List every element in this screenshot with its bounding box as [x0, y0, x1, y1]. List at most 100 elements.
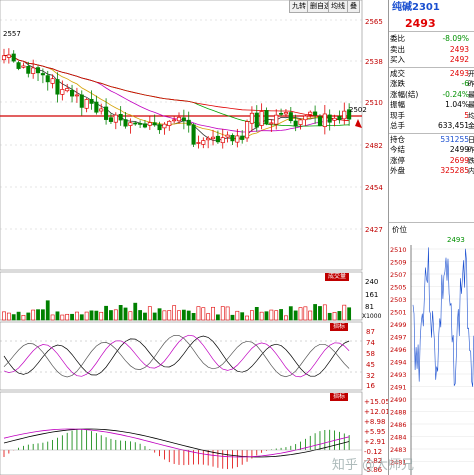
candle-body[interactable]	[230, 134, 235, 142]
volume-bar[interactable]	[235, 310, 240, 321]
candle-body[interactable]	[152, 122, 157, 126]
volume-bar[interactable]	[118, 305, 123, 321]
volume-bar[interactable]	[211, 306, 215, 321]
candle-body[interactable]	[317, 116, 323, 126]
candle-body[interactable]	[167, 120, 172, 126]
volume-bar[interactable]	[269, 309, 274, 321]
volume-bar[interactable]	[162, 310, 167, 321]
candle-body[interactable]	[172, 119, 177, 122]
candle-body[interactable]	[235, 135, 240, 143]
candle-body[interactable]	[249, 112, 254, 124]
volume-bar[interactable]	[196, 306, 201, 321]
volume-bar[interactable]	[40, 309, 45, 321]
volume-bar[interactable]	[245, 315, 249, 321]
candle-body[interactable]	[283, 112, 288, 115]
chart-area[interactable]: 九转 删自选 均线 叠 2557 2502 2565 2538 2510 248…	[0, 0, 390, 475]
volume-bar[interactable]	[143, 312, 147, 321]
candle-body[interactable]	[138, 123, 143, 125]
candle-body[interactable]	[89, 98, 94, 104]
candle-body[interactable]	[84, 99, 89, 109]
volume-bar[interactable]	[167, 310, 172, 321]
mini-tick-chart[interactable]: 2510 2509 2507 2505 2503 2501 2499 2497 2496 2494…	[389, 245, 474, 475]
candle-body[interactable]	[142, 123, 148, 128]
volume-bar[interactable]	[60, 314, 65, 321]
candle-body[interactable]	[288, 112, 293, 122]
candle-body[interactable]	[16, 62, 21, 69]
candlestick-chart-svg[interactable]	[0, 0, 388, 475]
candle-body[interactable]	[245, 121, 250, 139]
candle-body[interactable]	[308, 111, 313, 115]
candle-body[interactable]	[186, 119, 191, 126]
volume-bar[interactable]	[11, 314, 16, 321]
volume-bar[interactable]	[75, 311, 79, 321]
volume-bars[interactable]	[2, 300, 352, 321]
volume-bar[interactable]	[36, 309, 40, 321]
candle-body[interactable]	[313, 111, 318, 116]
volume-bar[interactable]	[298, 307, 303, 321]
candle-body[interactable]	[215, 135, 220, 143]
volume-bar[interactable]	[104, 305, 108, 321]
candle-body[interactable]	[60, 89, 65, 95]
tab-jiuzhuan[interactable]: 九转	[289, 0, 309, 13]
candle-body[interactable]	[201, 140, 206, 145]
volume-bar[interactable]	[94, 310, 99, 321]
candle-body[interactable]	[162, 123, 167, 129]
volume-panel-tag[interactable]: 成交量	[325, 273, 350, 281]
candle-body[interactable]	[40, 73, 45, 76]
volume-bar[interactable]	[201, 307, 206, 321]
volume-bar[interactable]	[16, 311, 21, 321]
volume-bar[interactable]	[206, 313, 211, 321]
volume-bar[interactable]	[318, 306, 322, 321]
tab-overlay[interactable]: 叠	[347, 0, 360, 13]
candle-body[interactable]	[181, 117, 186, 122]
candle-body[interactable]	[176, 116, 182, 122]
candle-body[interactable]	[279, 112, 284, 115]
volume-bar[interactable]	[293, 310, 298, 321]
volume-bar[interactable]	[259, 311, 264, 321]
volume-bar[interactable]	[308, 310, 313, 321]
volume-bar[interactable]	[138, 310, 143, 321]
volume-bar[interactable]	[50, 314, 55, 321]
candle-body[interactable]	[45, 75, 50, 83]
candle-body[interactable]	[220, 137, 225, 144]
volume-bar[interactable]	[347, 307, 352, 321]
volume-bar[interactable]	[70, 313, 74, 321]
candle-body[interactable]	[206, 137, 211, 141]
candle-body[interactable]	[70, 89, 75, 97]
candle-body[interactable]	[128, 122, 133, 126]
volume-bar[interactable]	[157, 308, 162, 321]
candle-body[interactable]	[293, 120, 298, 127]
volume-bar[interactable]	[230, 314, 235, 321]
tab-remove-watchlist[interactable]: 删自选	[307, 0, 334, 13]
candle-body[interactable]	[254, 112, 259, 128]
candle-body[interactable]	[303, 115, 308, 121]
candlestick-series[interactable]	[1, 48, 352, 149]
volume-bar[interactable]	[337, 311, 342, 321]
volume-bar[interactable]	[274, 310, 279, 321]
volume-bar[interactable]	[6, 312, 11, 321]
candle-body[interactable]	[113, 114, 118, 123]
candle-body[interactable]	[327, 114, 332, 123]
kdj-panel-tag[interactable]: 指标	[330, 323, 349, 331]
volume-bar[interactable]	[65, 313, 70, 321]
macd-panel-tag[interactable]: 指标	[330, 393, 349, 401]
candle-body[interactable]	[21, 65, 26, 68]
volume-bar[interactable]	[99, 311, 104, 321]
volume-bar[interactable]	[327, 312, 332, 321]
candle-body[interactable]	[123, 119, 128, 127]
volume-bar[interactable]	[45, 300, 50, 321]
volume-bar[interactable]	[79, 314, 84, 321]
candle-body[interactable]	[26, 65, 31, 74]
candle-body[interactable]	[264, 110, 269, 125]
candle-body[interactable]	[298, 119, 303, 125]
volume-bar[interactable]	[123, 307, 128, 321]
volume-bar[interactable]	[279, 309, 283, 321]
candle-body[interactable]	[191, 124, 196, 145]
volume-bar[interactable]	[181, 309, 186, 321]
volume-bar[interactable]	[220, 306, 225, 321]
volume-bar[interactable]	[225, 306, 230, 321]
candle-body[interactable]	[269, 122, 274, 125]
candle-body[interactable]	[322, 113, 327, 127]
volume-bar[interactable]	[177, 310, 181, 321]
volume-bar[interactable]	[152, 312, 157, 321]
